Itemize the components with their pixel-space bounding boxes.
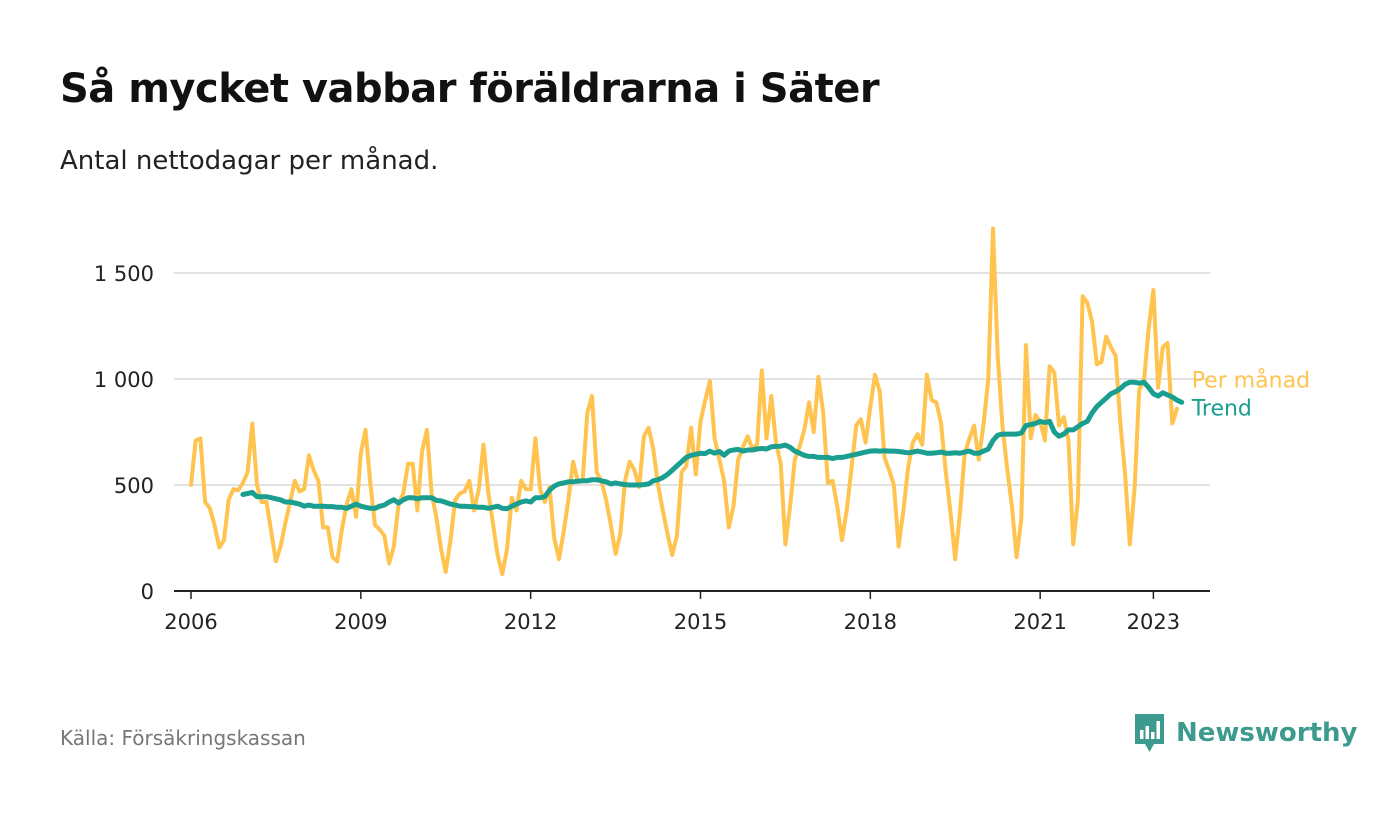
newsworthy-logo-icon (1135, 714, 1164, 752)
legend-label-1: Trend (1191, 396, 1252, 421)
x-tick-label-4: 2018 (844, 610, 897, 634)
legend: Per månad Trend (1191, 367, 1310, 421)
y-tick-label-0: 0 (141, 580, 154, 604)
chart-subtitle: Antal nettodagar per månad. (60, 146, 439, 176)
x-tick-label-6: 2023 (1127, 610, 1180, 634)
brand-logo: Newsworthy (1133, 712, 1357, 754)
x-tick-label-2: 2012 (504, 610, 557, 634)
x-axis: 2006 2009 2012 2015 2018 2021 2023 (164, 591, 1180, 634)
y-tick-label-3: 1 500 (94, 262, 154, 286)
series-line-1 (240, 379, 1185, 512)
chart-title: Så mycket vabbar föräldrarna i Säter (60, 66, 880, 112)
y-axis: 0 500 1 000 1 500 (94, 262, 154, 604)
y-tick-label-1: 500 (114, 474, 154, 498)
legend-label-0: Per månad (1192, 367, 1310, 393)
x-tick-label-5: 2021 (1013, 610, 1066, 634)
x-tick-label-3: 2015 (674, 610, 727, 634)
x-tick-label-1: 2009 (334, 610, 387, 634)
brand-name: Newsworthy (1176, 718, 1358, 748)
series-line-0 (189, 226, 1179, 576)
y-tick-label-2: 1 000 (94, 368, 154, 392)
grid-lines (174, 272, 1210, 592)
source-note: Källa: Försäkringskassan (60, 726, 306, 750)
series-lines (189, 226, 1185, 576)
x-tick-label-0: 2006 (164, 610, 217, 634)
